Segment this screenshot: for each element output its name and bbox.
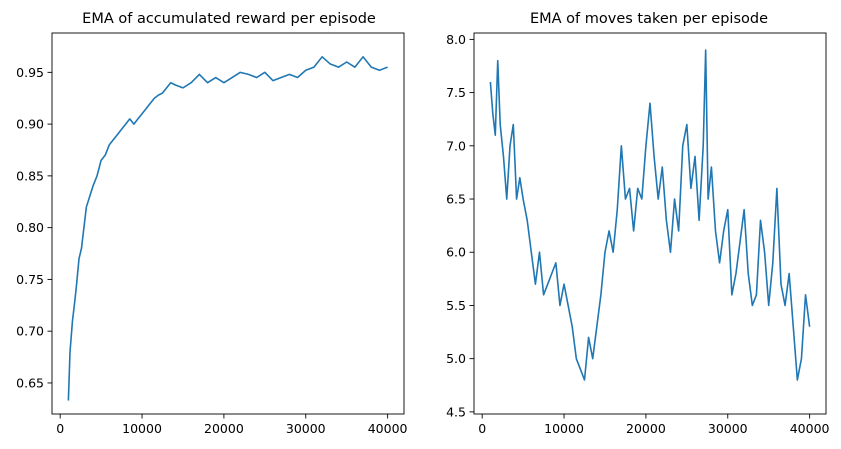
moves-x-axis: 0 10000 20000 30000 40000 <box>478 414 830 436</box>
reward-y-tick-label: 0.90 <box>16 117 44 132</box>
reward-y-tick-label: 0.70 <box>16 324 44 339</box>
reward-y-tick-label: 0.65 <box>16 375 44 390</box>
moves-x-tick-label: 20000 <box>626 421 666 436</box>
reward-x-tick-label: 20000 <box>204 421 244 436</box>
moves-y-tick-label: 7.0 <box>446 138 466 153</box>
moves-y-tick-label: 6.0 <box>446 245 466 260</box>
reward-axes-frame <box>51 32 405 415</box>
moves-y-tick-label: 8.0 <box>446 32 466 47</box>
moves-series-line <box>489 49 811 381</box>
reward-x-axis: 0 10000 20000 30000 40000 <box>56 414 408 436</box>
reward-y-axis: 0.65 0.70 0.75 0.80 0.85 0.90 0.95 <box>16 65 52 390</box>
moves-y-tick-label: 6.5 <box>446 192 466 207</box>
moves-x-tick-label: 30000 <box>708 421 748 436</box>
reward-y-tick-label: 0.85 <box>16 168 44 183</box>
moves-x-tick-label: 10000 <box>544 421 584 436</box>
moves-y-tick-label: 4.5 <box>446 404 466 419</box>
reward-x-tick-label: 10000 <box>122 421 162 436</box>
moves-chart: EMA of moves taken per episode 0 10000 200… <box>446 11 829 436</box>
reward-x-tick-label: 40000 <box>368 421 408 436</box>
moves-y-axis: 4.5 5.0 5.5 6.0 6.5 7.0 7.5 8.0 <box>446 32 474 419</box>
moves-y-tick-label: 7.5 <box>446 85 466 100</box>
reward-chart-title: EMA of accumulated reward per episode <box>82 11 376 27</box>
reward-series-line <box>67 56 388 401</box>
moves-y-tick-label: 5.0 <box>446 351 466 366</box>
moves-x-tick-label: 40000 <box>790 421 830 436</box>
moves-x-tick-label: 0 <box>478 421 486 436</box>
moves-y-tick-label: 5.5 <box>446 298 466 313</box>
reward-y-tick-label: 0.80 <box>16 220 44 235</box>
reward-y-tick-label: 0.75 <box>16 272 44 287</box>
moves-chart-title: EMA of moves taken per episode <box>530 11 768 27</box>
reward-x-tick-label: 0 <box>56 421 64 436</box>
moves-plot-area <box>489 49 811 381</box>
moves-axes-frame <box>473 32 827 415</box>
reward-y-tick-label: 0.95 <box>16 65 44 80</box>
reward-chart: EMA of accumulated reward per episode 0 1… <box>16 11 407 436</box>
reward-x-tick-label: 30000 <box>286 421 326 436</box>
reward-plot-area <box>67 56 388 401</box>
